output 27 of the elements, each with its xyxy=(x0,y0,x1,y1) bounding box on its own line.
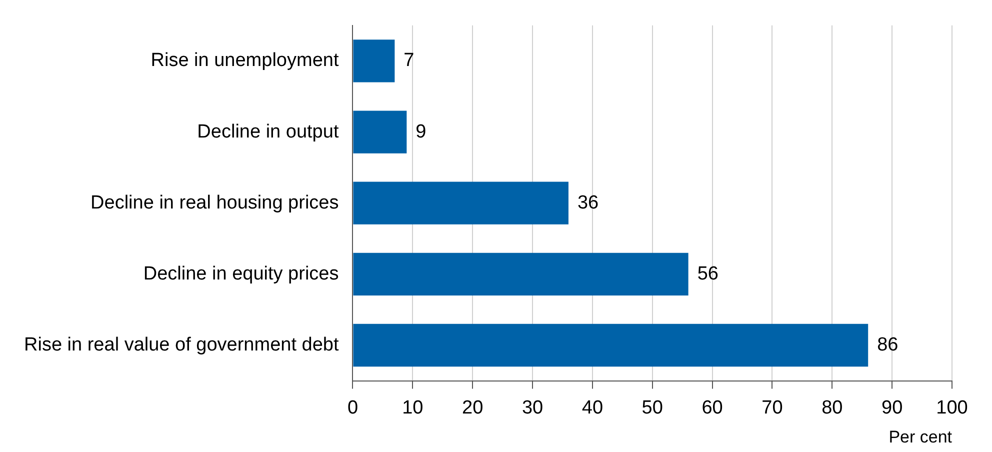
x-tick-label: 20 xyxy=(462,397,484,418)
y-tick-label: Rise in unemployment xyxy=(150,50,340,72)
x-tick-label: 80 xyxy=(822,397,843,418)
x-tick-label: 30 xyxy=(522,397,544,418)
x-tick-label: 60 xyxy=(702,397,723,418)
data-label: 36 xyxy=(577,192,599,214)
bar xyxy=(353,252,688,296)
x-tick-label: 40 xyxy=(582,397,604,418)
bar xyxy=(353,182,568,224)
bar xyxy=(353,324,868,367)
x-tick-label: 50 xyxy=(642,397,663,418)
bar xyxy=(353,40,395,82)
x-tick-label: 10 xyxy=(402,397,424,418)
x-axis-title: Per cent xyxy=(888,427,952,446)
y-tick-label: Decline in real housing prices xyxy=(90,192,339,214)
data-label: 86 xyxy=(877,334,898,356)
x-tick-label: 70 xyxy=(762,397,783,418)
data-label: 9 xyxy=(416,121,426,142)
y-tick-label: Decline in output xyxy=(197,121,340,142)
x-tick-label: 90 xyxy=(882,397,903,418)
x-tick-label: 0 xyxy=(347,397,358,418)
data-label: 7 xyxy=(404,50,414,72)
bar xyxy=(353,110,407,154)
y-tick-label: Decline in equity prices xyxy=(143,263,339,284)
x-tick-label: 100 xyxy=(936,397,968,418)
data-label: 56 xyxy=(697,263,718,284)
y-tick-label: Rise in real value of government debt xyxy=(24,334,340,356)
